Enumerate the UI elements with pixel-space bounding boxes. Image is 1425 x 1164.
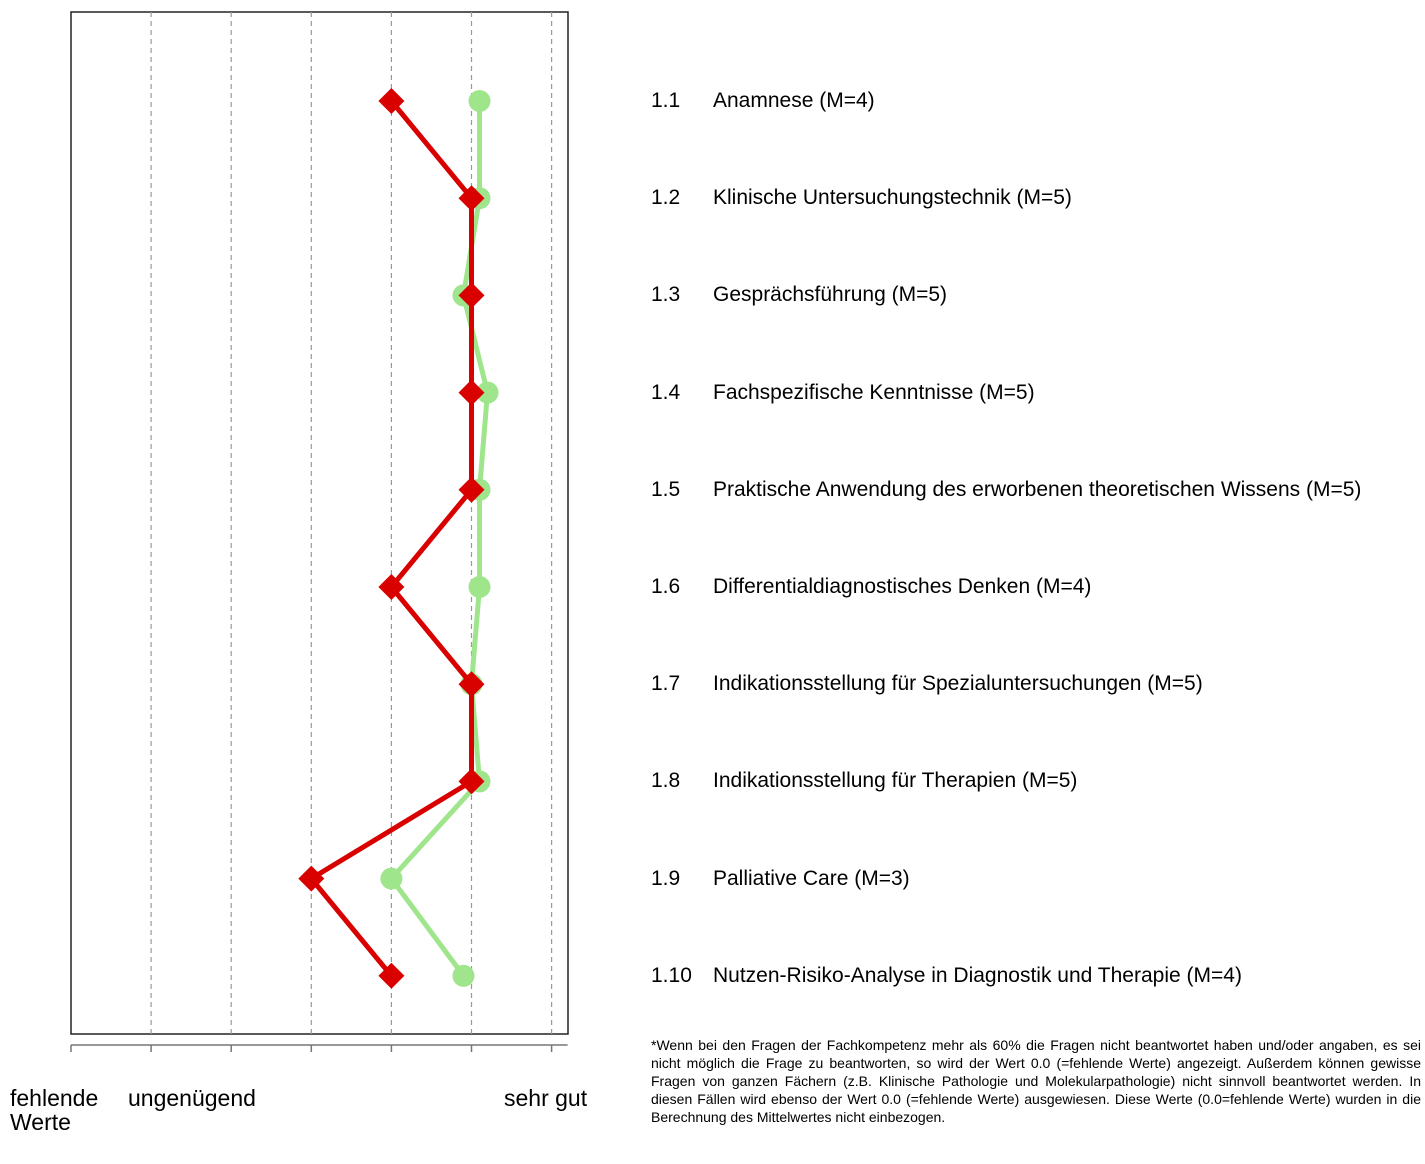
item-number: 1.5: [651, 477, 681, 501]
series-1-point: [452, 964, 475, 987]
item-row: 1.5 Praktische Anwendung des erworbenen t…: [651, 477, 1391, 503]
item-number: 1.7: [651, 672, 681, 696]
item-label: Differentialdiagnostisches Denken (M=4): [713, 575, 1092, 598]
item-label: Fachspezifische Kenntnisse (M=5): [713, 380, 1035, 404]
item-row: 1.3 Gesprächsführung (M=5): [651, 282, 1391, 308]
series-layer: [298, 88, 499, 989]
series-2-point: [378, 962, 405, 989]
item-row: 1.4 Fachspezifische Kenntnisse (M=5): [651, 380, 1391, 406]
item-label: Indikationsstellung für Spezialuntersuch…: [713, 672, 1203, 696]
series-2-point: [458, 671, 485, 698]
item-label: Palliative Care (M=3): [713, 866, 910, 890]
series-2-point: [458, 379, 485, 406]
item-label: Gesprächsführung (M=5): [713, 283, 948, 307]
x-tick-label: 0: [67, 1057, 75, 1060]
item-row: 1.6 Differentialdiagnostisches Denken (M=…: [651, 574, 1391, 600]
item-row: 1.7 Indikationsstellung für Spezialunters…: [651, 671, 1391, 697]
series-2-point: [378, 88, 405, 114]
item-row: 1.10 Nutzen-Risiko-Analyse in Diagnostik …: [651, 963, 1391, 989]
series-1-point: [380, 867, 403, 890]
item-label: Praktische Anwendung des erworbenen theo…: [713, 477, 1362, 501]
x-tick-label: 2: [227, 1057, 235, 1060]
x-tick-label: 5: [467, 1057, 475, 1060]
x-tick-label: 1: [147, 1057, 155, 1060]
item-number: 1.6: [651, 575, 681, 598]
x-tick-label: 6: [547, 1057, 555, 1060]
x-tick-label: 3: [307, 1057, 315, 1060]
series-1-point: [468, 90, 491, 112]
series-2-point: [458, 476, 485, 503]
item-label: Klinische Untersuchungstechnik (M=5): [713, 186, 1072, 210]
item-number: 1.10: [651, 963, 692, 987]
item-number: 1.4: [651, 380, 681, 404]
series-2-point: [458, 768, 485, 795]
series-1-point: [476, 381, 499, 404]
scale-label-very-good: sehr gut: [504, 1085, 588, 1111]
item-row: 1.9 Palliative Care (M=3): [651, 866, 1391, 892]
item-row: 1.2 Klinische Untersuchungstechnik (M=5): [651, 185, 1391, 211]
scale-label-insufficient: ungenügend: [128, 1085, 256, 1111]
item-row: 1.8 Indikationsstellung für Therapien (M=…: [651, 768, 1391, 794]
x-axis: 0 1 2 3 4 5 6: [67, 1044, 568, 1060]
scale-label-missing: fehlende Werte: [10, 1085, 99, 1135]
item-number: 1.2: [651, 186, 681, 210]
series-2-line: [308, 99, 474, 978]
item-label: Indikationsstellung für Therapien (M=5): [713, 769, 1078, 793]
x-tick-label: 4: [387, 1057, 395, 1060]
footnote: *Wenn bei den Fragen der Fachkompetenz m…: [651, 1037, 1421, 1125]
item-number: 1.1: [651, 89, 681, 112]
item-number: 1.9: [651, 866, 681, 890]
plot-frame: [70, 11, 569, 1035]
item-number: 1.8: [651, 769, 681, 793]
rating-chart: 0 1 2 3 4 5 6: [67, 11, 569, 1060]
grid-lines: [150, 12, 553, 1034]
series-1-point: [468, 576, 491, 598]
series-2-point: [458, 282, 485, 309]
item-number: 1.3: [651, 283, 681, 307]
item-label: Nutzen-Risiko-Analyse in Diagnostik und …: [713, 963, 1242, 987]
series-2-point: [378, 574, 405, 600]
series-2-point: [458, 185, 485, 212]
series-2-point: [298, 865, 325, 892]
item-label: Anamnese (M=4): [713, 89, 875, 112]
item-row: 1.1 Anamnese (M=4): [651, 88, 1391, 114]
